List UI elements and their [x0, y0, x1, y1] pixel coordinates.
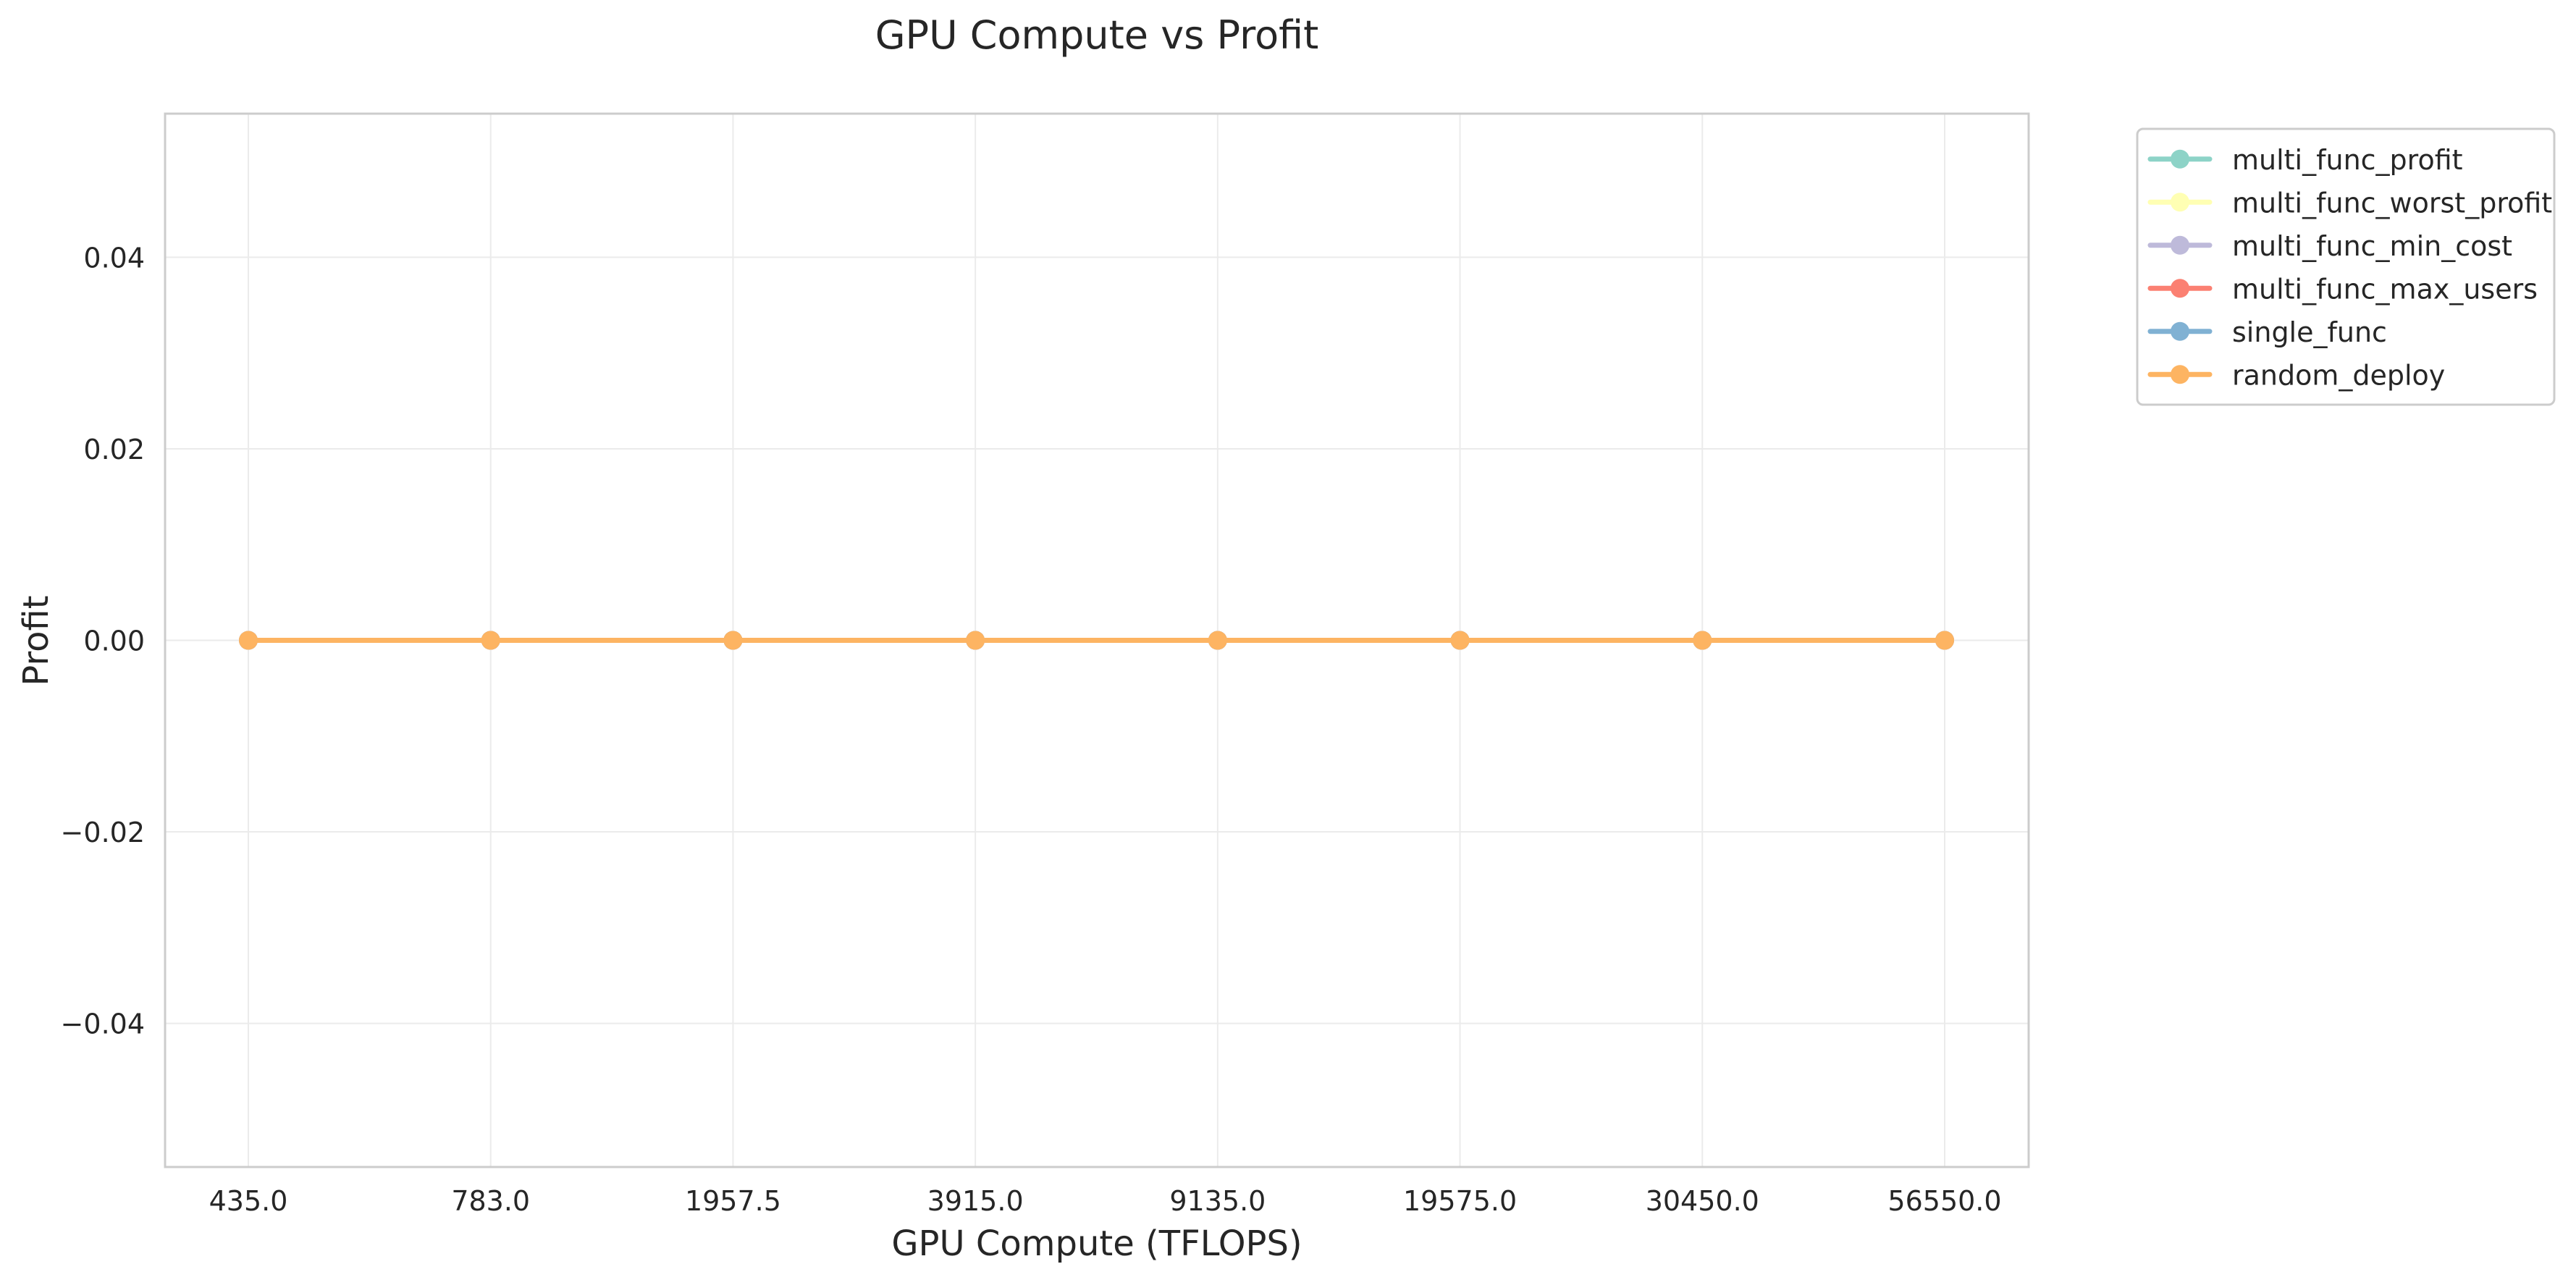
- series-point: [723, 631, 743, 650]
- y-tick-labels: −0.04 −0.02 0.00 0.02 0.04: [61, 242, 145, 1040]
- legend-box: [2136, 127, 2556, 406]
- y-tick-label: −0.02: [61, 817, 145, 848]
- y-tick-label: 0.00: [83, 625, 145, 657]
- y-axis-label: Profit: [16, 595, 56, 686]
- legend-label: multi_func_min_cost: [2232, 230, 2512, 262]
- x-tick-label: 435.0: [209, 1185, 288, 1217]
- chart-title: GPU Compute vs Profit: [875, 12, 1319, 58]
- y-tick-label: −0.04: [61, 1008, 145, 1040]
- x-tick-label: 19575.0: [1403, 1185, 1517, 1217]
- legend-swatch-marker: [2171, 279, 2189, 298]
- legend-label: multi_func_profit: [2232, 144, 2463, 176]
- plot-frame: [164, 112, 2030, 1168]
- legend: multi_func_profit multi_func_worst_profit…: [2136, 127, 2556, 406]
- series-point: [239, 631, 258, 650]
- x-tick-label: 9135.0: [1169, 1185, 1266, 1217]
- series-layer: [239, 631, 1954, 650]
- x-tick-labels: 435.0 783.0 1957.5 3915.0 9135.0 19575.0 30450…: [209, 1185, 2002, 1217]
- x-axis-label: GPU Compute (TFLOPS): [891, 1223, 1302, 1264]
- y-tick-label: 0.04: [83, 242, 145, 274]
- legend-swatch-marker: [2171, 193, 2189, 212]
- series-point: [1935, 631, 1954, 650]
- x-tick-label: 3915.0: [927, 1185, 1024, 1217]
- legend-label: multi_func_worst_profit: [2232, 187, 2552, 219]
- x-tick-label: 30450.0: [1646, 1185, 1759, 1217]
- legend-swatch-marker: [2171, 235, 2189, 255]
- series-random_deploy: [239, 631, 1954, 650]
- series-point: [481, 631, 500, 650]
- legend-swatch-marker: [2171, 321, 2189, 341]
- x-tick-label: 783.0: [451, 1185, 530, 1217]
- legend-swatch-marker: [2171, 149, 2189, 169]
- legend-swatch-marker: [2171, 365, 2189, 384]
- series-point: [1693, 631, 1712, 650]
- legend-label: single_func: [2232, 316, 2387, 348]
- legend-label: random_deploy: [2232, 359, 2445, 391]
- series-point: [1450, 631, 1470, 650]
- legend-label: multi_func_max_users: [2232, 273, 2538, 305]
- x-tick-label: 1957.5: [685, 1185, 781, 1217]
- series-point: [1208, 631, 1227, 650]
- y-tick-label: 0.02: [83, 434, 145, 465]
- series-point: [966, 631, 985, 650]
- x-tick-label: 56550.0: [1887, 1185, 2001, 1217]
